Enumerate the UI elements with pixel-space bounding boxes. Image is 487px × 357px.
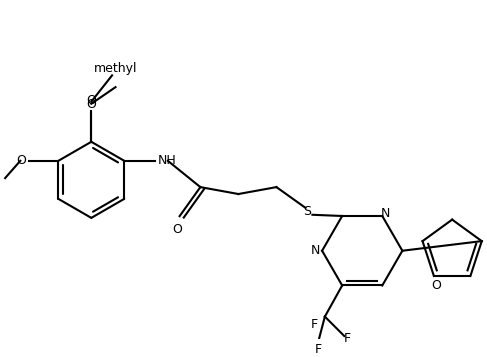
Text: N: N bbox=[380, 207, 390, 220]
Text: O: O bbox=[431, 280, 442, 292]
Text: O: O bbox=[86, 98, 96, 111]
Text: S: S bbox=[303, 205, 311, 218]
Text: O: O bbox=[86, 94, 96, 107]
Text: F: F bbox=[311, 318, 318, 331]
Text: F: F bbox=[343, 332, 351, 345]
Text: O: O bbox=[17, 154, 27, 167]
Text: O: O bbox=[172, 223, 183, 236]
Text: N: N bbox=[311, 244, 320, 257]
Text: F: F bbox=[315, 343, 321, 356]
Text: methyl: methyl bbox=[94, 62, 137, 75]
Text: NH: NH bbox=[158, 154, 177, 167]
